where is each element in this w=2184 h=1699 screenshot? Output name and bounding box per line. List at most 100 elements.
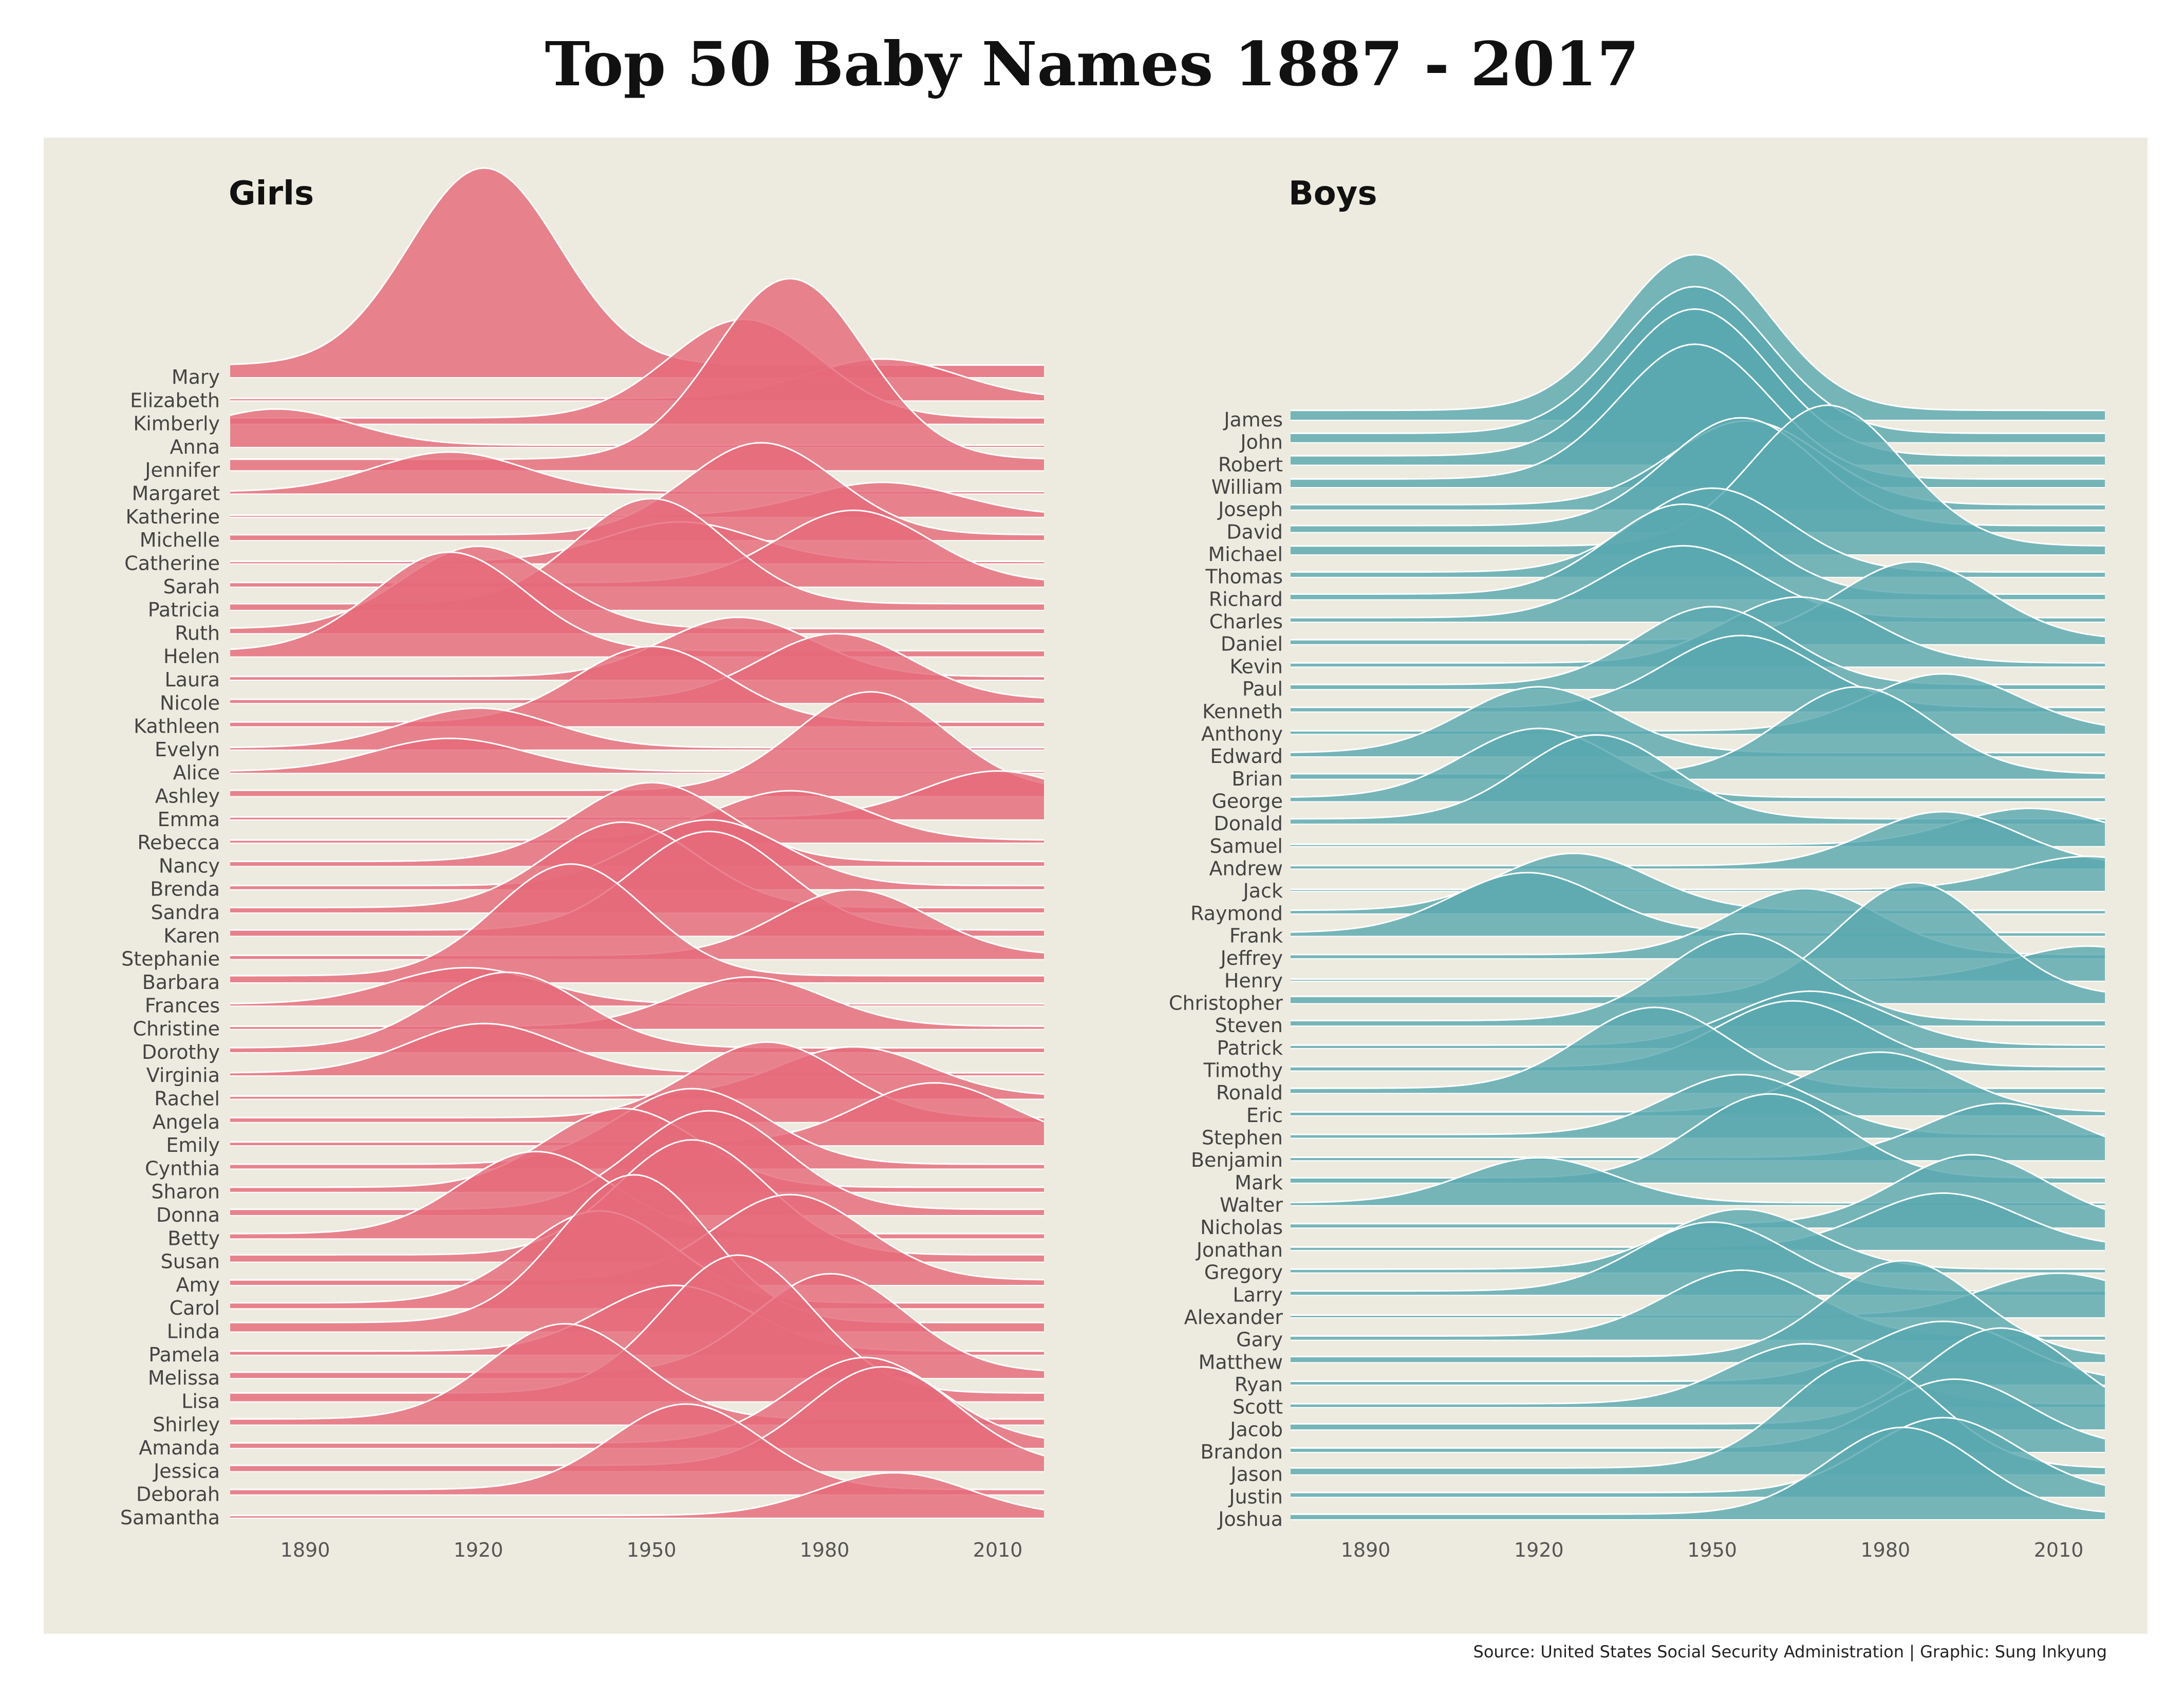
name-label-richard: Richard (1209, 588, 1283, 610)
name-label-kimberly: Kimberly (133, 413, 220, 435)
name-label-patrick: Patrick (1217, 1037, 1283, 1059)
ridge-eric (1291, 1052, 2105, 1116)
name-label-walter: Walter (1220, 1194, 1283, 1217)
name-label-benjamin: Benjamin (1191, 1149, 1283, 1171)
ridge-outline-dorothy (230, 971, 1044, 1049)
name-label-elizabeth: Elizabeth (130, 389, 220, 412)
name-label-michael: Michael (1208, 543, 1283, 566)
name-label-jason: Jason (1229, 1463, 1283, 1486)
ridge-donna (230, 1111, 1044, 1216)
ridge-steven (1291, 933, 2105, 1026)
name-label-jennifer: Jennifer (144, 459, 220, 481)
ridge-outline-william (1291, 343, 2105, 480)
name-label-kenneth: Kenneth (1202, 700, 1283, 723)
ridge-outline-jennifer (230, 277, 1044, 460)
girls-panel-title: Girls (229, 175, 314, 213)
name-label-brian: Brian (1231, 768, 1283, 790)
name-label-carol: Carol (170, 1297, 220, 1319)
ridge-outline-brandon (1291, 1378, 2105, 1449)
name-label-jacob: Jacob (1229, 1418, 1283, 1441)
ridge-gary (1291, 1270, 2105, 1340)
ridge-walter (1291, 1157, 2105, 1206)
ridge-outline-thomas (1291, 487, 2105, 573)
name-label-susan: Susan (161, 1250, 220, 1273)
name-label-emma: Emma (158, 808, 220, 831)
name-label-emily: Emily (166, 1134, 220, 1156)
boys-panel-title: Boys (1289, 175, 1377, 213)
name-label-anthony: Anthony (1201, 722, 1283, 745)
name-label-patricia: Patricia (148, 599, 220, 621)
name-label-william: William (1211, 476, 1283, 498)
ridge-jennifer (230, 278, 1044, 471)
name-label-donna: Donna (156, 1204, 220, 1226)
name-label-david: David (1226, 520, 1283, 543)
ridge-frances (230, 967, 1044, 1006)
ridge-frank (1291, 872, 2105, 937)
ridge-outline-robert (1291, 308, 2105, 457)
ridge-outline-sharon (230, 1107, 1044, 1188)
name-label-steven: Steven (1215, 1014, 1283, 1037)
name-label-mary: Mary (172, 366, 220, 388)
ridge-christopher (1291, 882, 2105, 1004)
name-label-michelle: Michelle (140, 529, 220, 551)
ridge-outline-matthew (1291, 1260, 2105, 1357)
ridge-jonathan (1291, 1193, 2105, 1250)
name-label-charles: Charles (1209, 610, 1283, 633)
ridge-outline-cynthia (230, 1088, 1044, 1165)
name-label-christine: Christine (133, 1018, 220, 1040)
ridge-outline-justin (1291, 1416, 2105, 1493)
name-label-andrew: Andrew (1209, 857, 1283, 880)
x-tick-label-1920: 1920 (1514, 1539, 1564, 1561)
x-tick-label-1890: 1890 (281, 1539, 330, 1561)
name-label-katherine: Katherine (125, 506, 220, 528)
name-label-brenda: Brenda (150, 878, 220, 901)
name-label-deborah: Deborah (136, 1483, 220, 1506)
name-label-samantha: Samantha (120, 1506, 220, 1529)
ridge-outline-frances (230, 966, 1044, 1005)
name-label-george: George (1211, 790, 1283, 812)
name-label-karen: Karen (163, 924, 220, 947)
ridge-daniel (1291, 562, 2105, 645)
ridge-ronald (1291, 1007, 2105, 1094)
name-label-virginia: Virginia (146, 1064, 220, 1087)
ridge-nicole (230, 633, 1044, 704)
name-label-stephen: Stephen (1202, 1127, 1283, 1149)
ridge-outline-gregory (1291, 1208, 2105, 1270)
name-label-nicole: Nicole (160, 692, 220, 714)
ridge-outline-steven (1291, 932, 2105, 1021)
name-label-amy: Amy (176, 1274, 220, 1296)
x-tick-label-2010: 2010 (2034, 1539, 2084, 1561)
name-label-larry: Larry (1233, 1283, 1283, 1306)
ridge-timothy (1291, 1001, 2105, 1071)
name-label-helen: Helen (163, 645, 220, 668)
ridge-outline-helen (230, 551, 1044, 651)
name-label-angela: Angela (153, 1111, 220, 1133)
ridge-outline-jacob (1291, 1327, 2105, 1425)
name-label-justin: Justin (1228, 1485, 1283, 1508)
name-label-jonathan: Jonathan (1196, 1239, 1283, 1261)
ridge-margaret (230, 452, 1044, 494)
name-label-sharon: Sharon (151, 1181, 220, 1203)
name-label-kevin: Kevin (1229, 655, 1283, 678)
ridge-jessica (230, 1367, 1044, 1472)
name-label-samuel: Samuel (1210, 835, 1283, 857)
name-label-thomas: Thomas (1205, 566, 1283, 588)
name-label-alexander: Alexander (1184, 1306, 1283, 1329)
ridge-outline-samantha (230, 1472, 1044, 1517)
ridge-shirley (230, 1323, 1044, 1425)
ridge-outline-donna (230, 1110, 1044, 1210)
name-label-john: John (1239, 431, 1283, 454)
ridge-charles (1291, 546, 2105, 623)
name-label-frances: Frances (145, 994, 220, 1017)
name-label-linda: Linda (167, 1320, 220, 1343)
ridge-david (1291, 418, 2105, 533)
ridge-larry (1291, 1222, 2105, 1296)
ridge-virginia (230, 1023, 1044, 1076)
ridge-ashley (230, 692, 1044, 797)
name-label-shirley: Shirley (153, 1413, 220, 1436)
ridge-outline-john (1291, 286, 2105, 434)
name-label-nicholas: Nicholas (1200, 1216, 1283, 1239)
ridge-kenneth (1291, 636, 2105, 712)
ridge-rebecca (230, 791, 1044, 844)
name-label-brandon: Brandon (1200, 1441, 1283, 1463)
